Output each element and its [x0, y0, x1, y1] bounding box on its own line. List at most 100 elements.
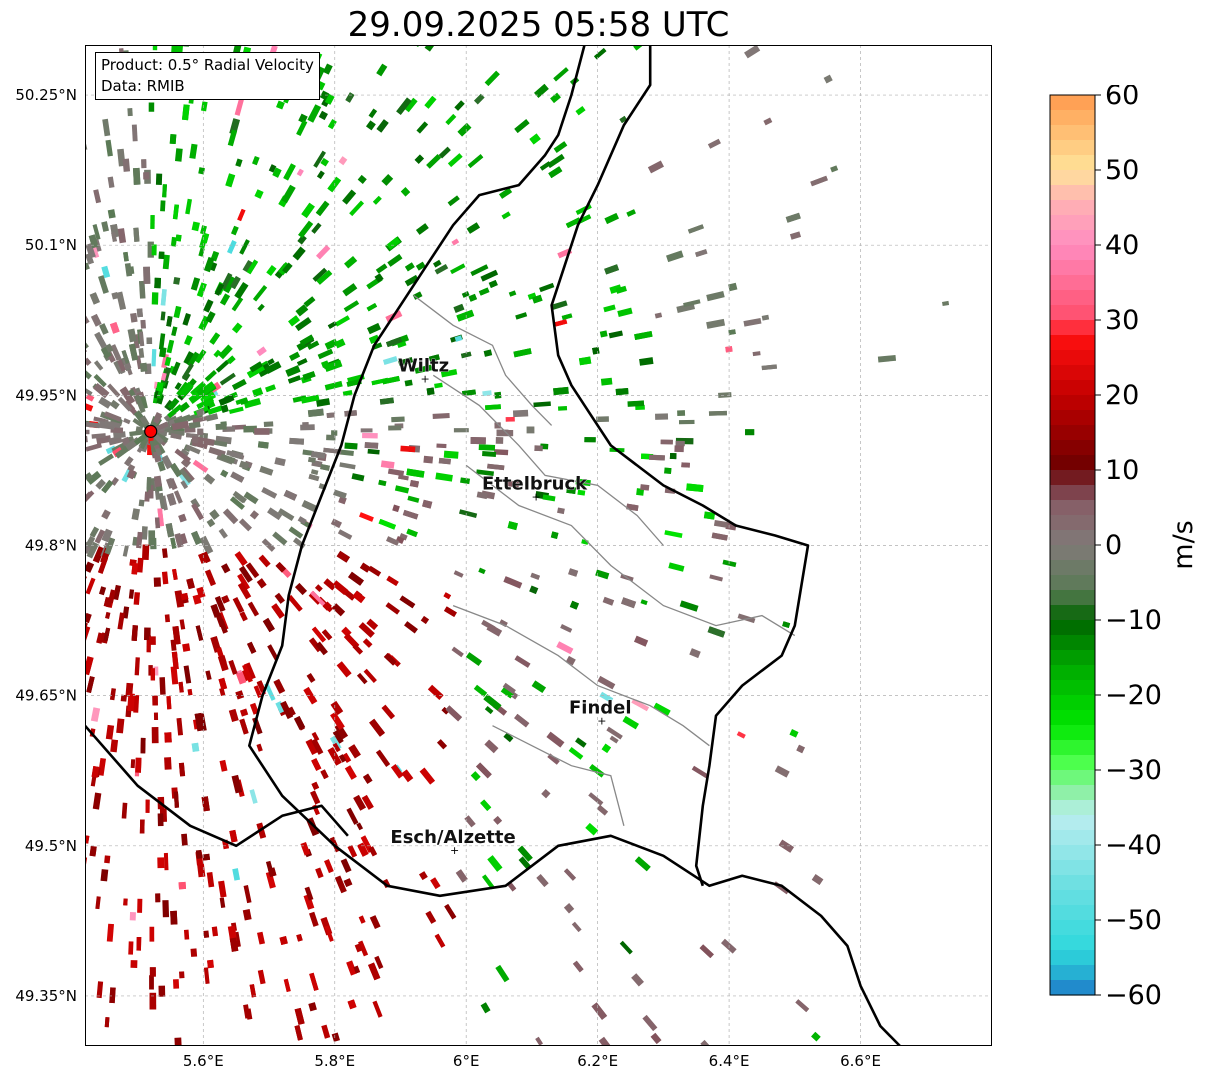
velocity-gate: [440, 368, 458, 378]
colorbar-segment: [1050, 440, 1095, 456]
lat-tick-label: 49.65°N: [15, 687, 77, 705]
velocity-gate: [158, 985, 166, 997]
velocity-gate: [210, 603, 221, 618]
velocity-gate: [683, 299, 701, 308]
velocity-gate: [470, 264, 489, 277]
lon-tick-label: 6.4°E: [709, 1052, 750, 1070]
velocity-gate: [93, 374, 107, 388]
velocity-gate: [324, 93, 335, 105]
velocity-gate: [634, 330, 653, 340]
velocity-gate: [145, 799, 150, 813]
colorbar-segment: [1050, 155, 1095, 171]
velocity-gate: [362, 432, 378, 439]
velocity-gate: [202, 233, 210, 244]
colorbar-segment: [1050, 395, 1095, 411]
colorbar-tick-label: 50: [1105, 155, 1139, 186]
lat-tick-label: 49.5°N: [25, 837, 77, 855]
velocity-gate: [331, 1032, 341, 1042]
velocity-gate: [369, 718, 385, 737]
velocity-gate: [599, 691, 614, 703]
velocity-gate: [465, 652, 483, 667]
colorbar-tick-label: 10: [1105, 455, 1139, 486]
velocity-gate: [529, 585, 539, 595]
velocity-gate: [93, 382, 110, 399]
velocity-gate: [441, 707, 450, 715]
velocity-gate: [219, 293, 231, 306]
velocity-gate: [789, 231, 802, 240]
velocity-gate: [369, 915, 381, 930]
velocity-gate: [357, 174, 367, 184]
velocity-gate: [548, 166, 563, 179]
velocity-gate: [104, 1017, 110, 1028]
velocity-gate: [451, 646, 464, 658]
velocity-gate: [154, 517, 161, 529]
velocity-gate: [232, 868, 241, 881]
velocity-gate: [164, 732, 172, 743]
velocity-gate: [495, 964, 510, 983]
velocity-gate: [92, 224, 101, 240]
velocity-gate: [326, 434, 336, 441]
velocity-gate: [234, 281, 249, 300]
velocity-gate: [180, 592, 189, 601]
velocity-gate: [160, 200, 166, 212]
velocity-gate: [85, 421, 101, 429]
velocity-gate: [480, 269, 499, 282]
velocity-gate: [246, 364, 265, 379]
velocity-gate: [234, 551, 248, 567]
velocity-gate: [231, 774, 243, 794]
velocity-gate: [166, 339, 175, 354]
velocity-gate: [484, 705, 494, 715]
velocity-gate: [675, 440, 685, 447]
velocity-gate: [307, 104, 322, 123]
velocity-gate: [229, 937, 239, 952]
velocity-gate: [265, 871, 276, 889]
velocity-gate: [615, 387, 629, 396]
velocity-gate: [295, 304, 309, 317]
velocity-gate: [152, 413, 163, 424]
velocity-gate: [572, 960, 584, 973]
velocity-gate: [85, 311, 90, 325]
velocity-gate: [571, 921, 582, 933]
velocity-gate: [699, 944, 714, 959]
velocity-gate: [434, 263, 449, 275]
velocity-gate: [368, 846, 378, 857]
colorbar-segment: [1050, 920, 1095, 936]
velocity-gate: [169, 134, 177, 145]
velocity-gate: [135, 757, 142, 773]
canton-border: [465, 464, 796, 637]
velocity-gate: [785, 212, 801, 223]
colorbar-segment: [1050, 125, 1095, 141]
velocity-gate: [171, 651, 179, 670]
velocity-gate: [488, 279, 498, 288]
velocity-gate: [196, 396, 214, 410]
velocity-gate: [375, 749, 391, 767]
velocity-gate: [95, 896, 101, 910]
velocity-gate: [117, 612, 125, 630]
velocity-gate: [257, 303, 265, 312]
velocity-gate: [133, 227, 140, 242]
velocity-gate: [430, 877, 441, 890]
velocity-gate: [517, 845, 533, 862]
velocity-gate: [359, 512, 374, 522]
colorbar-segment: [1050, 305, 1095, 321]
lat-tick-label: 49.8°N: [25, 537, 77, 555]
velocity-gate: [92, 546, 105, 564]
colorbar-segment: [1050, 605, 1095, 621]
velocity-gate: [289, 351, 301, 361]
velocity-gate: [422, 499, 433, 509]
velocity-gate: [311, 222, 322, 234]
velocity-gate: [789, 729, 799, 738]
velocity-gate: [454, 100, 465, 111]
velocity-gate: [256, 346, 267, 357]
velocity-gate: [366, 618, 379, 631]
colorbar-tick-label: −30: [1105, 755, 1162, 786]
velocity-gate: [85, 243, 96, 259]
velocity-gate: [172, 568, 178, 581]
velocity-gate: [272, 167, 282, 178]
velocity-gate: [318, 110, 328, 121]
velocity-gate: [339, 462, 356, 470]
velocity-gate: [131, 124, 138, 142]
velocity-gate: [149, 636, 156, 645]
velocity-gate: [204, 369, 217, 382]
velocity-gate: [343, 300, 360, 313]
